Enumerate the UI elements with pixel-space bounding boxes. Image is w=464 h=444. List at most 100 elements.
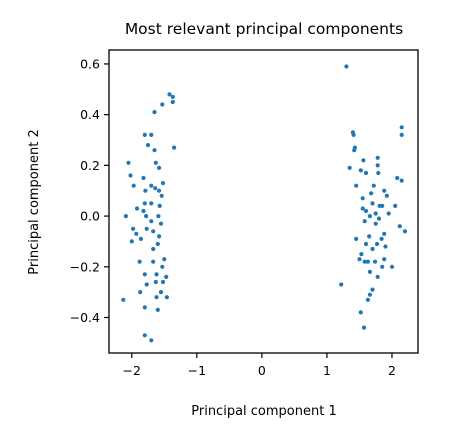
data-point xyxy=(164,295,169,300)
data-point xyxy=(152,148,157,153)
x-tick-label: 1 xyxy=(323,363,331,378)
data-point xyxy=(141,175,146,181)
points-layer xyxy=(121,64,408,343)
data-point xyxy=(352,148,357,153)
data-point xyxy=(129,239,134,244)
data-point xyxy=(363,241,369,247)
data-point xyxy=(373,221,378,226)
data-point xyxy=(360,196,365,201)
data-point xyxy=(367,292,372,297)
data-point xyxy=(399,178,404,183)
data-point xyxy=(339,282,344,287)
data-point xyxy=(149,132,154,137)
data-point xyxy=(369,191,374,196)
data-point xyxy=(363,208,369,214)
y-tick-label: 0.0 xyxy=(80,209,100,224)
x-tick-label: −1 xyxy=(188,363,206,378)
data-point xyxy=(141,208,146,214)
data-point xyxy=(151,229,156,234)
data-point xyxy=(367,269,372,274)
data-point xyxy=(143,188,148,193)
data-point xyxy=(131,183,136,188)
data-point xyxy=(151,246,156,252)
data-point xyxy=(379,236,384,241)
data-point xyxy=(358,310,363,315)
data-point xyxy=(155,241,160,247)
data-point xyxy=(142,333,147,338)
data-point xyxy=(362,219,367,224)
data-point xyxy=(158,221,164,226)
data-point xyxy=(157,203,162,208)
data-point xyxy=(128,173,133,178)
data-point xyxy=(382,188,387,193)
data-point xyxy=(367,214,372,219)
data-point xyxy=(386,211,391,216)
data-point xyxy=(389,264,395,269)
data-point xyxy=(367,234,372,239)
data-point xyxy=(152,110,157,115)
data-point xyxy=(357,257,362,262)
data-point xyxy=(142,201,147,206)
data-point xyxy=(142,305,147,310)
data-point xyxy=(149,219,154,224)
data-point xyxy=(142,272,147,277)
data-point xyxy=(160,279,166,285)
data-point xyxy=(154,272,159,277)
data-point xyxy=(351,132,356,137)
data-point xyxy=(384,193,389,198)
data-point xyxy=(397,224,402,229)
data-point xyxy=(134,206,140,211)
data-point xyxy=(380,264,385,269)
data-point xyxy=(375,155,380,160)
x-axis-label: Principal component 1 xyxy=(191,404,336,419)
data-point xyxy=(382,231,387,236)
data-point xyxy=(354,183,359,188)
data-point xyxy=(153,160,158,165)
data-point xyxy=(393,203,398,208)
data-point xyxy=(137,259,142,264)
data-point xyxy=(382,257,387,262)
data-point xyxy=(363,170,369,176)
data-point xyxy=(373,259,378,264)
y-tick-label: 0.2 xyxy=(80,158,100,173)
data-point xyxy=(373,211,378,216)
data-point xyxy=(344,64,349,69)
data-point xyxy=(359,252,364,257)
data-point xyxy=(380,203,385,208)
y-tick-label: 0.6 xyxy=(80,56,100,71)
data-point xyxy=(365,259,370,264)
data-point xyxy=(370,287,375,292)
data-point xyxy=(370,201,375,206)
data-point xyxy=(123,214,128,219)
data-point xyxy=(365,297,370,302)
data-point xyxy=(121,297,126,302)
x-tick-label: −2 xyxy=(123,363,141,378)
x-tick-label: 2 xyxy=(388,363,396,378)
data-point xyxy=(375,163,380,168)
chart-title: Most relevant principal components xyxy=(125,20,403,38)
data-point xyxy=(399,132,404,137)
data-point xyxy=(145,143,151,148)
data-point xyxy=(160,181,166,186)
data-point xyxy=(370,246,375,252)
data-point xyxy=(170,99,175,105)
data-point xyxy=(376,216,382,221)
data-point xyxy=(347,165,352,170)
data-point xyxy=(158,290,164,295)
data-point xyxy=(154,295,159,300)
data-point xyxy=(170,94,175,99)
data-point xyxy=(131,226,136,231)
data-point xyxy=(374,241,380,247)
data-point xyxy=(153,279,158,285)
data-point xyxy=(361,158,366,163)
data-point xyxy=(362,259,367,264)
data-point xyxy=(149,183,154,188)
data-point xyxy=(144,214,149,219)
y-tick-label: −0.2 xyxy=(70,259,100,274)
data-point xyxy=(149,201,154,206)
data-point xyxy=(383,244,388,249)
y-axis-ticks: −0.4 −0.2 0.0 0.2 0.4 0.6 xyxy=(70,56,109,325)
data-point xyxy=(160,102,165,107)
data-point xyxy=(164,274,169,279)
